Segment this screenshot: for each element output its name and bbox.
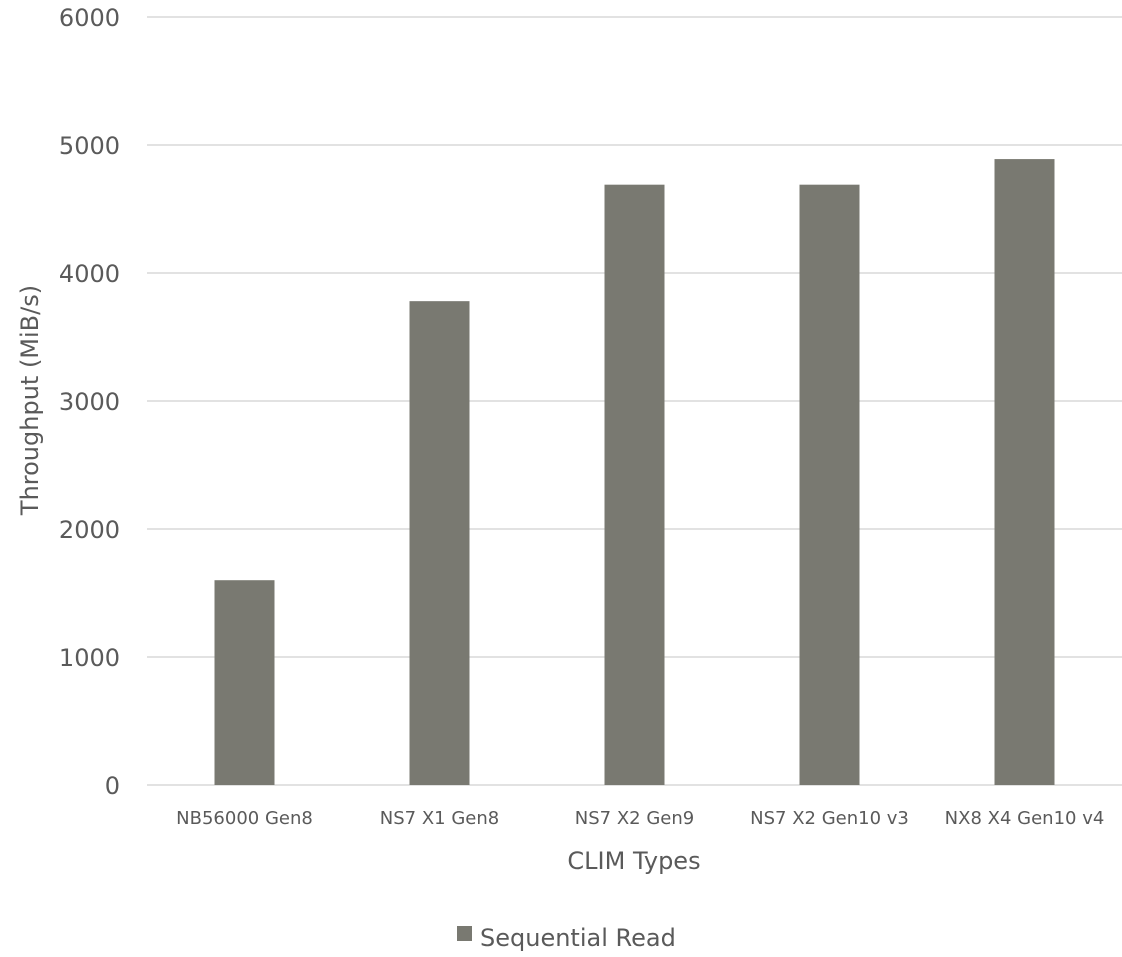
y-tick-label: 2000 [59, 516, 120, 544]
y-tick-label: 4000 [59, 260, 120, 288]
bars [214, 159, 1055, 785]
bar [799, 184, 860, 785]
x-tick-label: NB56000 Gen8 [176, 808, 313, 829]
y-tick-label: 6000 [59, 4, 120, 32]
legend-swatch [457, 926, 472, 941]
y-tick-label: 5000 [59, 132, 120, 160]
y-axis-title: Throughput (MiB/s) [16, 285, 44, 516]
y-tick-label: 0 [105, 772, 120, 800]
y-tick-label: 3000 [59, 388, 120, 416]
y-tick-label: 1000 [59, 644, 120, 672]
legend-label: Sequential Read [480, 924, 676, 952]
x-tick-label: NS7 X1 Gen8 [380, 808, 499, 829]
bar [214, 580, 275, 785]
x-tick-label: NS7 X2 Gen9 [575, 808, 694, 829]
x-axis-title: CLIM Types [567, 847, 700, 875]
legend: Sequential Read [457, 924, 676, 952]
bar [409, 301, 470, 785]
y-tick-labels: 0 1000 2000 3000 4000 5000 6000 [59, 4, 120, 800]
x-tick-label: NX8 X4 Gen10 v4 [945, 808, 1105, 829]
x-tick-labels: NB56000 Gen8 NS7 X1 Gen8 NS7 X2 Gen9 NS7 X2… [176, 808, 1104, 829]
x-tick-label: NS7 X2 Gen10 v3 [750, 808, 909, 829]
bar [604, 184, 665, 785]
bar [994, 159, 1055, 785]
